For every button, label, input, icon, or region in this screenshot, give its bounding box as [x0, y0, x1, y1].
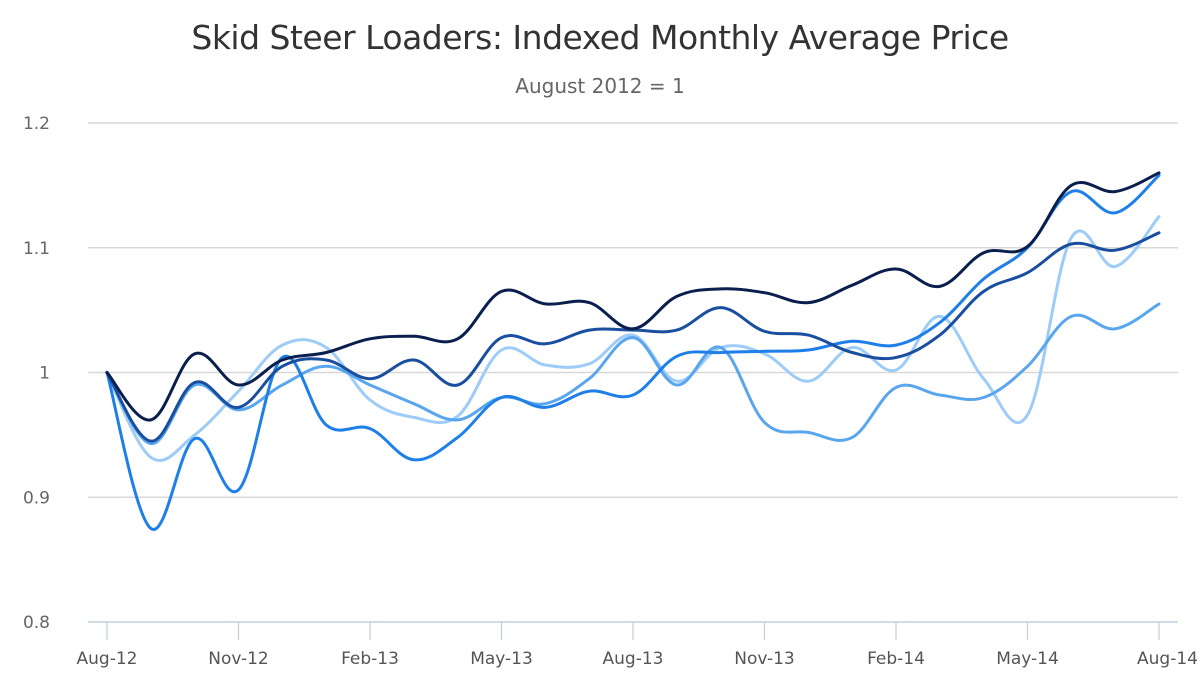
- series-line-4: [105, 231, 1161, 443]
- x-tick-label: Nov-13: [734, 649, 795, 669]
- chart-subtitle: August 2012 = 1: [515, 74, 685, 98]
- x-tick-label: Nov-12: [208, 649, 269, 669]
- x-tick-label: May-13: [470, 649, 533, 669]
- y-axis-ticks: 0.8 0.9 1 1.1 1.2: [23, 114, 50, 633]
- x-axis: Aug-12 Nov-12 Feb-13 May-13 Aug-13 Nov-13 Feb-…: [77, 621, 1198, 669]
- x-tick-label: Aug-12: [77, 649, 138, 669]
- series-line-2: [105, 302, 1161, 446]
- gridlines: [88, 122, 1178, 498]
- series-lines: [105, 171, 1161, 531]
- x-tick-label: Feb-13: [341, 649, 399, 669]
- y-tick-label: 0.8: [23, 613, 50, 633]
- x-tick-label: Aug-14: [1137, 649, 1198, 669]
- y-tick-label: 1: [39, 364, 50, 384]
- x-tick-label: Feb-14: [867, 649, 925, 669]
- y-tick-label: 0.9: [23, 488, 50, 508]
- x-tick-label: Aug-13: [603, 649, 664, 669]
- series-line-5: [105, 171, 1161, 422]
- y-tick-label: 1.2: [23, 114, 50, 134]
- chart-title: Skid Steer Loaders: Indexed Monthly Aver…: [191, 18, 1009, 57]
- series-line-3: [105, 173, 1161, 531]
- y-tick-label: 1.1: [23, 239, 50, 259]
- series-line-1: [105, 215, 1161, 462]
- x-tick-label: May-14: [996, 649, 1059, 669]
